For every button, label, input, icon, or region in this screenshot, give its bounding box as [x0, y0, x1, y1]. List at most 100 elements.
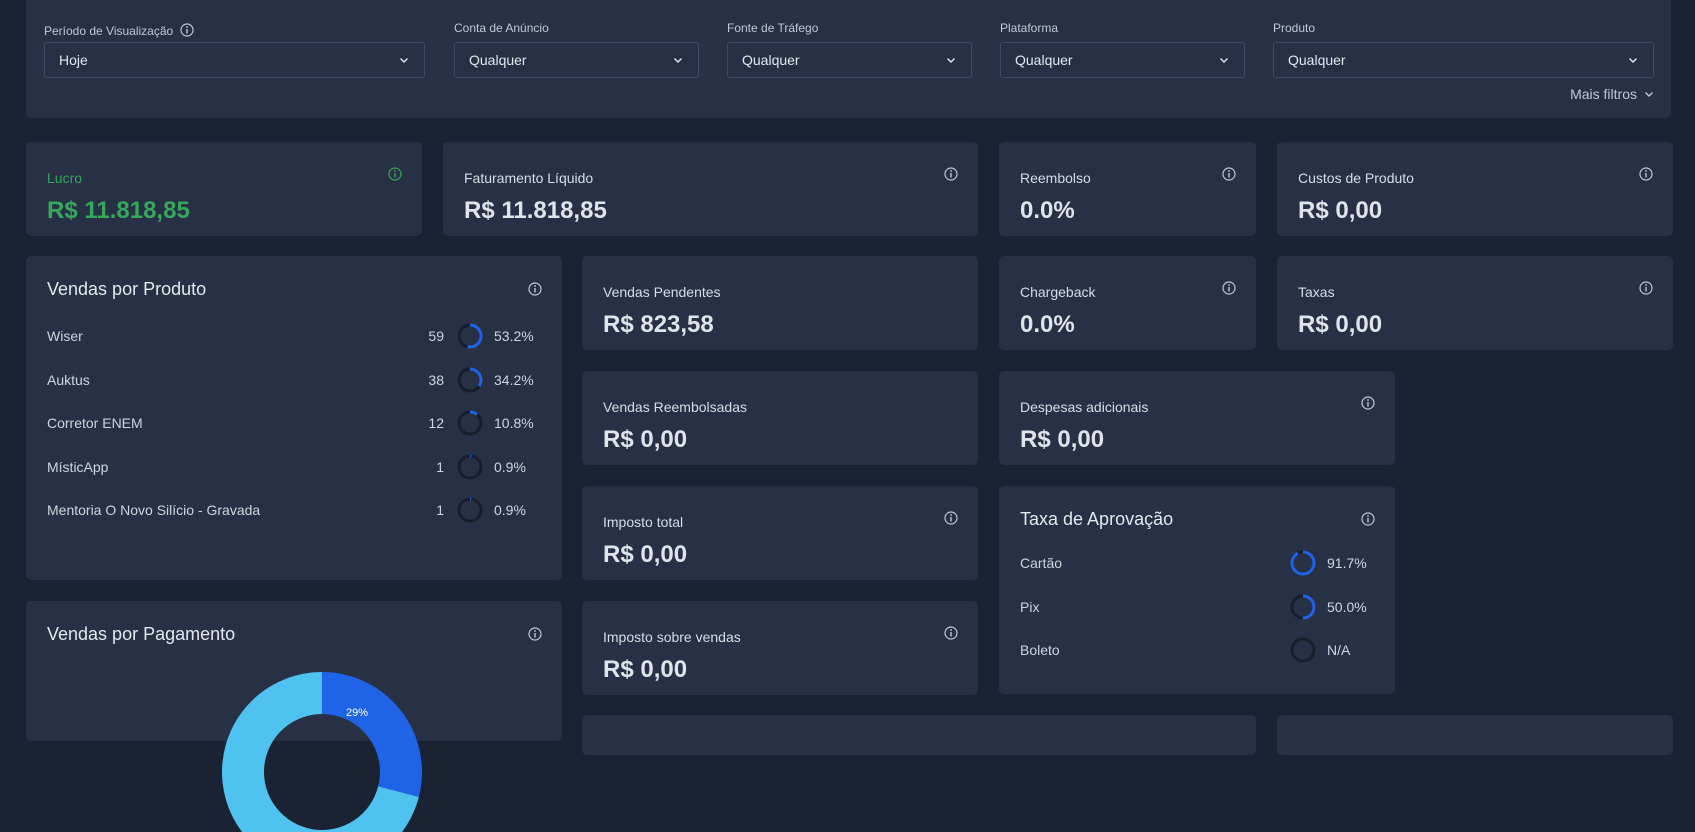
- info-icon[interactable]: [388, 167, 402, 181]
- card-title: Imposto sobre vendas: [603, 629, 741, 645]
- progress-ring: [457, 367, 483, 392]
- periodo-label: Período de Visualização: [44, 21, 194, 38]
- card-title: Taxas: [1298, 284, 1335, 300]
- product-name: Wiser: [47, 328, 83, 344]
- section-title: Vendas por Pagamento: [47, 624, 236, 644]
- card-vendas-reembolsadas: Vendas Reembolsadas R$ 0,00: [582, 371, 978, 465]
- card-vendas-por-produto: Vendas por Produto Wiser 59 53.2% Auktus 38 3…: [26, 256, 562, 580]
- product-row: MísticApp 1 0.9%: [47, 452, 538, 482]
- product-name: Mentoria O Novo Silício - Gravada: [47, 502, 261, 518]
- card-partial: [1277, 715, 1673, 755]
- card-value: 0.0%: [1020, 197, 1075, 224]
- card-title: Vendas Reembolsadas: [603, 399, 747, 415]
- chevron-down-icon: [400, 58, 408, 63]
- conta-select[interactable]: Qualquer: [454, 42, 699, 78]
- card-value: R$ 0,00: [1020, 426, 1105, 453]
- card-title: Reembolso: [1020, 170, 1091, 186]
- card-title: Faturamento Líquido: [464, 170, 594, 186]
- payment-donut-chart: [221, 672, 422, 832]
- info-icon[interactable]: [1222, 167, 1236, 181]
- approval-method: Pix: [1020, 598, 1040, 615]
- product-count: 12: [428, 415, 444, 431]
- approval-percent: 50.0%: [1327, 598, 1367, 615]
- more-filters-button[interactable]: Mais filtros: [1570, 86, 1655, 102]
- fonte-value: Qualquer: [742, 52, 800, 68]
- periodo-value: Hoje: [59, 52, 88, 68]
- ring-track: [457, 497, 483, 523]
- info-icon[interactable]: [528, 627, 542, 641]
- card-title: Vendas Pendentes: [603, 284, 721, 300]
- periodo-select[interactable]: Hoje: [44, 42, 425, 78]
- conta-label: Conta de Anúncio: [454, 21, 549, 35]
- produto-value: Qualquer: [1288, 52, 1346, 68]
- product-name: MísticApp: [47, 458, 109, 475]
- progress-ring: [457, 497, 483, 523]
- info-icon[interactable]: [1361, 512, 1375, 526]
- filters-panel: Período de Visualização Hoje Conta de An…: [26, 0, 1671, 118]
- produto-select[interactable]: Qualquer: [1273, 42, 1654, 78]
- card-value: R$ 11.818,85: [464, 197, 607, 224]
- progress-ring: [457, 323, 483, 349]
- info-icon[interactable]: [179, 23, 194, 37]
- progress-ring: [457, 410, 483, 436]
- ring-progress: [457, 367, 483, 392]
- card-imposto-sobre-vendas: Imposto sobre vendas R$ 0,00: [582, 601, 978, 695]
- info-icon[interactable]: [1222, 281, 1236, 295]
- product-percent: 34.2%: [494, 371, 534, 388]
- card-title: Lucro: [47, 170, 83, 186]
- card-title: Chargeback: [1020, 284, 1096, 300]
- card-partial: [582, 715, 1256, 755]
- ring-track: [457, 410, 483, 436]
- product-percent: 0.9%: [494, 458, 526, 475]
- chevron-down-icon: [1629, 58, 1637, 63]
- card-value: R$ 0,00: [1298, 311, 1383, 338]
- plataforma-select[interactable]: Qualquer: [1000, 42, 1245, 78]
- ring-progress: [457, 454, 483, 479]
- card-value: R$ 0,00: [603, 426, 688, 453]
- card-title: Custos de Produto: [1298, 170, 1414, 186]
- product-percent: 0.9%: [494, 502, 526, 518]
- card-value: R$ 0,00: [603, 656, 688, 683]
- product-count: 1: [436, 502, 444, 518]
- info-icon[interactable]: [1639, 167, 1653, 181]
- ring-track: [1290, 637, 1316, 663]
- product-percent: 10.8%: [494, 415, 534, 431]
- info-icon[interactable]: [528, 282, 542, 296]
- card-imposto-total: Imposto total R$ 0,00: [582, 486, 978, 580]
- info-icon[interactable]: [944, 626, 958, 640]
- product-percent: 53.2%: [494, 328, 534, 344]
- card-chargeback: Chargeback 0.0%: [999, 256, 1256, 350]
- product-name: Auktus: [47, 371, 90, 388]
- card-value: R$ 823,58: [603, 311, 714, 338]
- product-name: Corretor ENEM: [47, 415, 143, 431]
- ring-track: [457, 454, 483, 479]
- approval-method: Boleto: [1020, 642, 1060, 658]
- product-row: Wiser 59 53.2%: [47, 321, 538, 351]
- info-icon[interactable]: [944, 511, 958, 525]
- more-filters-label: Mais filtros: [1570, 86, 1637, 102]
- card-value: R$ 0,00: [1298, 197, 1383, 224]
- info-icon[interactable]: [944, 167, 958, 181]
- card-lucro: Lucro R$ 11.818,85: [26, 142, 422, 236]
- donut-slice: [322, 672, 422, 797]
- progress-ring: [1290, 637, 1316, 663]
- fonte-select[interactable]: Qualquer: [727, 42, 972, 78]
- plataforma-label: Plataforma: [1000, 21, 1059, 35]
- progress-ring: [457, 454, 483, 479]
- section-title: Vendas por Produto: [47, 279, 207, 299]
- card-vendas-pendentes: Vendas Pendentes R$ 823,58: [582, 256, 978, 350]
- conta-value: Qualquer: [469, 52, 527, 68]
- card-value: R$ 11.818,85: [47, 197, 190, 224]
- product-count: 1: [436, 458, 444, 475]
- approval-row: Cartão 91.7%: [1020, 548, 1371, 578]
- approval-row: Pix 50.0%: [1020, 592, 1371, 622]
- approval-percent: N/A: [1327, 642, 1351, 658]
- info-icon[interactable]: [1639, 281, 1653, 295]
- card-despesas-adicionais: Despesas adicionais R$ 0,00: [999, 371, 1395, 465]
- info-icon[interactable]: [1361, 396, 1375, 410]
- card-title: Imposto total: [603, 514, 684, 530]
- chevron-down-icon: [674, 58, 682, 63]
- product-row: Corretor ENEM 12 10.8%: [47, 408, 538, 438]
- product-count: 59: [428, 328, 444, 344]
- card-vendas-por-pagamento: Vendas por Pagamento 29%: [26, 601, 562, 832]
